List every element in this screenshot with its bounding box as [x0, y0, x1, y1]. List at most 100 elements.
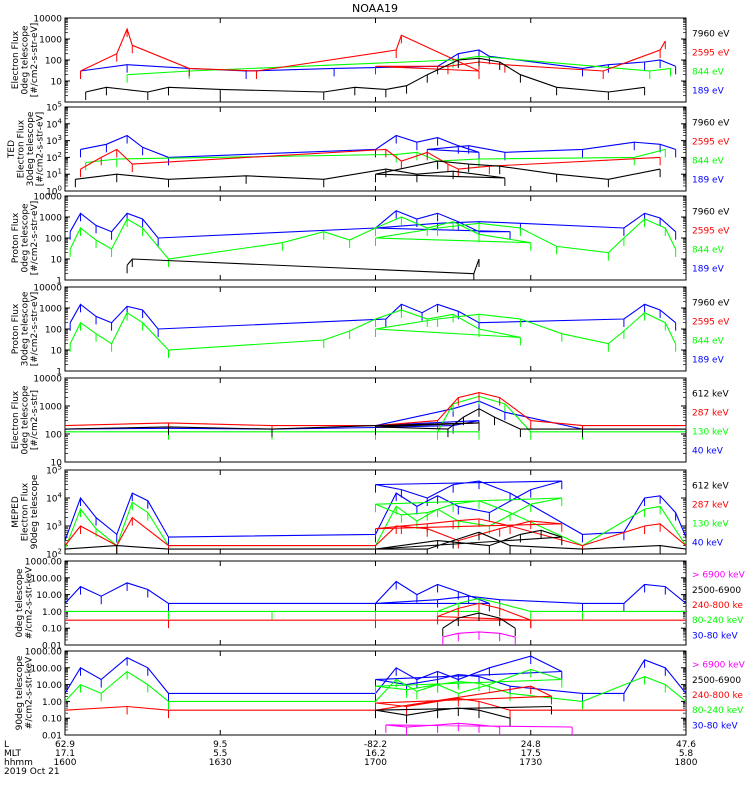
series-line: [69, 309, 677, 351]
legend-entry: 240-800 ke: [692, 601, 743, 611]
legend-entry: 40 keV: [692, 447, 724, 457]
y-tick-label: 0.10: [42, 715, 62, 725]
series-line: [80, 148, 661, 170]
y-axis-label-line: 0deg telescope: [21, 203, 31, 273]
series-line: [65, 602, 686, 621]
legend-entry: 2500-6900: [692, 586, 741, 596]
series-line: [126, 258, 480, 275]
legend-entry: 612 keV: [692, 390, 729, 400]
y-tick-label: 1000: [39, 305, 62, 315]
legend-entry: 240-800 ke: [692, 691, 743, 701]
y-tick-label: 10000: [33, 15, 62, 25]
series-line: [69, 216, 677, 260]
legend-entry: 80-240 keV: [692, 616, 744, 626]
series-line: [65, 580, 686, 604]
y-tick-label: 0.01: [42, 732, 62, 742]
series-line: [80, 27, 666, 72]
legend-entry: 844 eV: [692, 246, 725, 256]
series-group: [65, 480, 686, 554]
y-axis-label-line: #/cm2-s-str-keV: [25, 656, 35, 729]
y-tick-label: 10: [51, 459, 63, 469]
series-line: [65, 392, 686, 427]
legend-entry: 30-80 keV: [692, 721, 738, 731]
series-line: [65, 668, 686, 702]
y-tick-label: 0.10: [42, 625, 62, 635]
legend-entry: 80-240 keV: [692, 706, 744, 716]
y-tick-label: 104: [46, 492, 62, 505]
series-group: [80, 27, 677, 100]
series-group: [65, 580, 686, 645]
legend-entry: 2595 eV: [692, 318, 730, 328]
panel-3: 10000 1000 100 10 1 Proton Flux 0deg telescope…: [11, 193, 730, 287]
legend-entry: 844 eV: [692, 157, 725, 167]
y-axis-label-line: [#/cm2-s-str-eV]: [30, 23, 40, 98]
y-axis-label-line: [#/cm2-s-str-eV]: [30, 292, 40, 367]
x-tick-label: 5.5: [213, 749, 227, 759]
series-line: [80, 134, 676, 158]
series-line: [65, 400, 686, 430]
y-tick-label: 1000: [39, 36, 62, 46]
legend-entry: 189 eV: [692, 265, 725, 275]
series-line: [69, 303, 676, 330]
y-axis-label-line: Electron Flux: [17, 119, 27, 178]
y-tick-label: 10000: [33, 284, 62, 294]
y-axis-label-line: [#/cm2-s-str-eV]: [36, 112, 46, 187]
x-axis-row-label: hhmm: [4, 758, 33, 768]
x-tick-label: 1800: [675, 758, 698, 768]
y-tick-label: 105: [46, 101, 62, 114]
x-tick-label: 47.6: [676, 740, 696, 750]
y-tick-label: 100: [45, 57, 62, 67]
x-tick-label: 17.1: [55, 749, 75, 759]
x-axis-row-label: MLT: [4, 749, 22, 759]
panel-1: 10000 1000 100 10 Electron Flux 0deg telescop…: [11, 15, 730, 103]
y-tick-label: 100.00: [31, 574, 63, 584]
legend-entry: 7960 eV: [692, 119, 730, 129]
y-axis-label-line: [#/cm2-s-str]: [30, 390, 40, 450]
y-tick-label: 10000: [33, 375, 62, 385]
legend-entry: 189 eV: [692, 87, 725, 97]
y-tick-label: 101: [46, 168, 62, 181]
y-tick-label: 1000: [39, 403, 62, 413]
panel-5: 10000 1000 100 10 Electron Flux 0deg telescop…: [11, 375, 729, 469]
y-tick-label: 1.00: [42, 698, 62, 708]
y-axis-label-line: Proton Flux: [11, 212, 21, 263]
y-axis-label-line: 90deg telescope: [30, 474, 40, 549]
series-group: [65, 655, 686, 735]
y-tick-label: 10: [51, 78, 63, 88]
y-tick-label: 100.00: [31, 664, 63, 674]
y-axis-label-line: 30deg telescope: [21, 291, 31, 366]
series-line: [375, 705, 552, 719]
x-tick-label: 17.5: [521, 749, 541, 759]
legend-entry: > 6900 keV: [692, 661, 746, 671]
legend-entry: 2595 eV: [692, 227, 730, 237]
y-tick-label: 100: [45, 431, 62, 441]
panels: 10000 1000 100 10 Electron Flux 0deg telescop…: [7, 15, 746, 742]
y-tick-label: 10: [51, 347, 63, 357]
y-tick-label: 100: [45, 326, 62, 336]
y-axis-label-line: Electron Flux: [11, 390, 21, 449]
y-tick-label: 103: [46, 520, 62, 533]
x-tick-label: 16.2: [365, 749, 385, 759]
y-tick-label: 1.00: [42, 608, 62, 618]
x-tick-label: 62.9: [55, 740, 75, 750]
series-group: [69, 303, 677, 358]
legend-entry: 844 eV: [692, 68, 725, 78]
x-axis-row-label: 2019 Oct 21: [4, 767, 60, 777]
y-tick-label: 1000.00: [25, 558, 62, 568]
y-axis-label-line: Proton Flux: [11, 303, 21, 354]
series-line: [65, 516, 686, 547]
y-axis-label-line: #/cm2-s-str-keV: [25, 566, 35, 639]
y-tick-label: 1: [56, 368, 62, 378]
series-line: [442, 612, 516, 629]
x-tick-label: 1730: [519, 758, 542, 768]
series-line: [69, 210, 676, 239]
y-axis-label-line: 90deg telescope: [15, 655, 25, 730]
legend-entry: 2595 eV: [692, 138, 730, 148]
legend-entry: 287 keV: [692, 409, 729, 419]
legend-entry: 2595 eV: [692, 49, 730, 59]
plot-title: NOAA19: [352, 2, 398, 15]
